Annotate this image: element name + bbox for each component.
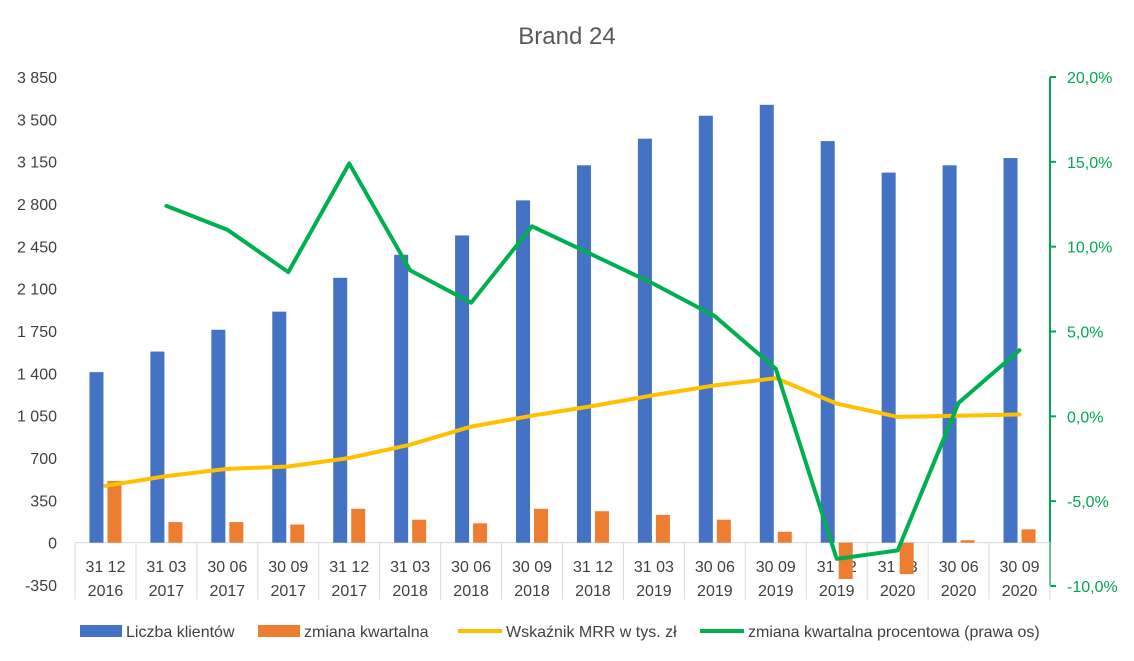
category-label-line1: 31 03	[634, 559, 674, 576]
line-percent-change	[164, 161, 1022, 561]
left-tick-label: 2 800	[17, 197, 57, 214]
bar-quarterly-change	[351, 508, 366, 543]
bar-quarterly-change	[229, 522, 244, 543]
bar-quarterly-change	[107, 480, 122, 543]
bar-quarterly-change	[655, 514, 670, 543]
bar-quarterly-change	[168, 522, 183, 543]
right-tick-label: 20,0%	[1067, 70, 1112, 87]
category-label-line2: 2018	[514, 583, 550, 600]
category-label-line2: 2017	[149, 583, 185, 600]
left-tick-label: 3 500	[17, 112, 57, 129]
category-label-line1: 30 09	[512, 559, 552, 576]
right-axis: -10,0% -5,0% 0,0% 5,0% 10,0% 15,0% 20,0%	[1049, 70, 1118, 596]
category-label-line2: 2019	[636, 583, 672, 600]
category-label-line2: 2017	[270, 583, 306, 600]
left-tick-label: 2 100	[17, 282, 57, 299]
bar-clients	[759, 104, 774, 543]
legend-label: zmiana kwartalna procentowa (prawa os)	[748, 624, 1040, 641]
category-label-line2: 2018	[392, 583, 428, 600]
bar-clients	[455, 235, 470, 543]
bar-clients	[637, 138, 652, 543]
category-label-line1: 31 12	[85, 559, 125, 576]
category-label-line1: 30 09	[756, 559, 796, 576]
category-label-line2: 2019	[697, 583, 733, 600]
bar-clients	[272, 311, 287, 543]
bar-quarterly-change	[290, 524, 305, 543]
right-tick-label: 10,0%	[1067, 240, 1112, 257]
bar-clients	[576, 165, 591, 543]
category-label-line2: 2020	[880, 583, 916, 600]
legend-label: zmiana kwartalna	[304, 624, 429, 641]
left-tick-label: 0	[48, 536, 57, 553]
legend-label: Wskaźnik MRR w tys. zł	[506, 624, 677, 641]
category-label-line2: 2017	[210, 583, 246, 600]
bar-clients	[150, 351, 165, 543]
left-tick-label: 3 150	[17, 155, 57, 172]
category-label-line2: 2016	[88, 583, 124, 600]
category-label-line1: 30 06	[207, 559, 247, 576]
category-label-line2: 2018	[453, 583, 489, 600]
left-tick-label: 700	[30, 451, 57, 468]
bar-quarterly-change	[534, 508, 549, 543]
category-label-line2: 2019	[819, 583, 855, 600]
bar-quarterly-change	[473, 523, 488, 543]
bar-clients	[211, 329, 226, 543]
bar-quarterly-change	[838, 542, 853, 579]
bar-clients	[89, 372, 104, 543]
right-tick-label: 15,0%	[1067, 155, 1112, 172]
bar-quarterly-change	[412, 519, 427, 543]
bar-clients	[394, 254, 409, 543]
category-label-line1: 30 06	[695, 559, 735, 576]
left-tick-label: 1 750	[17, 324, 57, 341]
bar-clients	[333, 277, 348, 543]
category-label-line2: 2020	[941, 583, 977, 600]
bar-quarterly-change	[960, 540, 975, 543]
bars	[89, 104, 1036, 579]
bar-clients	[820, 141, 835, 543]
bar-clients	[516, 200, 531, 543]
legend: Liczba klientów zmiana kwartalna Wskaźnik …	[80, 624, 1040, 641]
right-tick-label: -5,0%	[1067, 494, 1109, 511]
bar-quarterly-change	[777, 531, 792, 543]
right-tick-label: 0,0%	[1067, 409, 1103, 426]
category-label-line1: 31 03	[146, 559, 186, 576]
category-label-line2: 2020	[1002, 583, 1038, 600]
bar-quarterly-change	[1021, 529, 1036, 543]
bar-quarterly-change	[716, 519, 731, 543]
left-tick-label: 350	[30, 493, 57, 510]
right-tick-label: -10,0%	[1067, 579, 1118, 596]
lines	[103, 161, 1022, 561]
category-label-line1: 31 12	[329, 559, 369, 576]
category-label-line1: 31 12	[573, 559, 613, 576]
chart-title: Brand 24	[518, 23, 615, 50]
left-tick-label: 1 400	[17, 366, 57, 383]
bar-quarterly-change	[899, 542, 914, 575]
legend-swatch	[258, 625, 300, 637]
right-tick-label: 5,0%	[1067, 325, 1103, 342]
bar-clients	[1003, 158, 1018, 543]
left-tick-label: 1 050	[17, 409, 57, 426]
line-mrr	[103, 376, 1022, 488]
category-label-line2: 2018	[575, 583, 611, 600]
left-tick-label: 2 450	[17, 239, 57, 256]
legend-swatch	[80, 625, 122, 637]
category-label-line1: 30 09	[268, 559, 308, 576]
left-tick-label: -350	[25, 578, 57, 595]
category-label-line2: 2019	[758, 583, 794, 600]
bar-clients	[698, 115, 713, 543]
bar-clients	[881, 172, 896, 543]
category-label-line1: 30 09	[1000, 559, 1040, 576]
category-label-line1: 30 06	[939, 559, 979, 576]
bar-clients	[942, 165, 957, 543]
category-label-line2: 2017	[331, 583, 367, 600]
category-label-line1: 30 06	[451, 559, 491, 576]
category-label-line1: 31 03	[390, 559, 430, 576]
bar-quarterly-change	[594, 511, 609, 543]
legend-label: Liczba klientów	[126, 624, 235, 641]
left-tick-label: 3 850	[17, 70, 57, 87]
left-axis-ticks: -350 0 350 700 1 050 1 400 1 750 2 100 2 450 2 80…	[17, 70, 57, 595]
